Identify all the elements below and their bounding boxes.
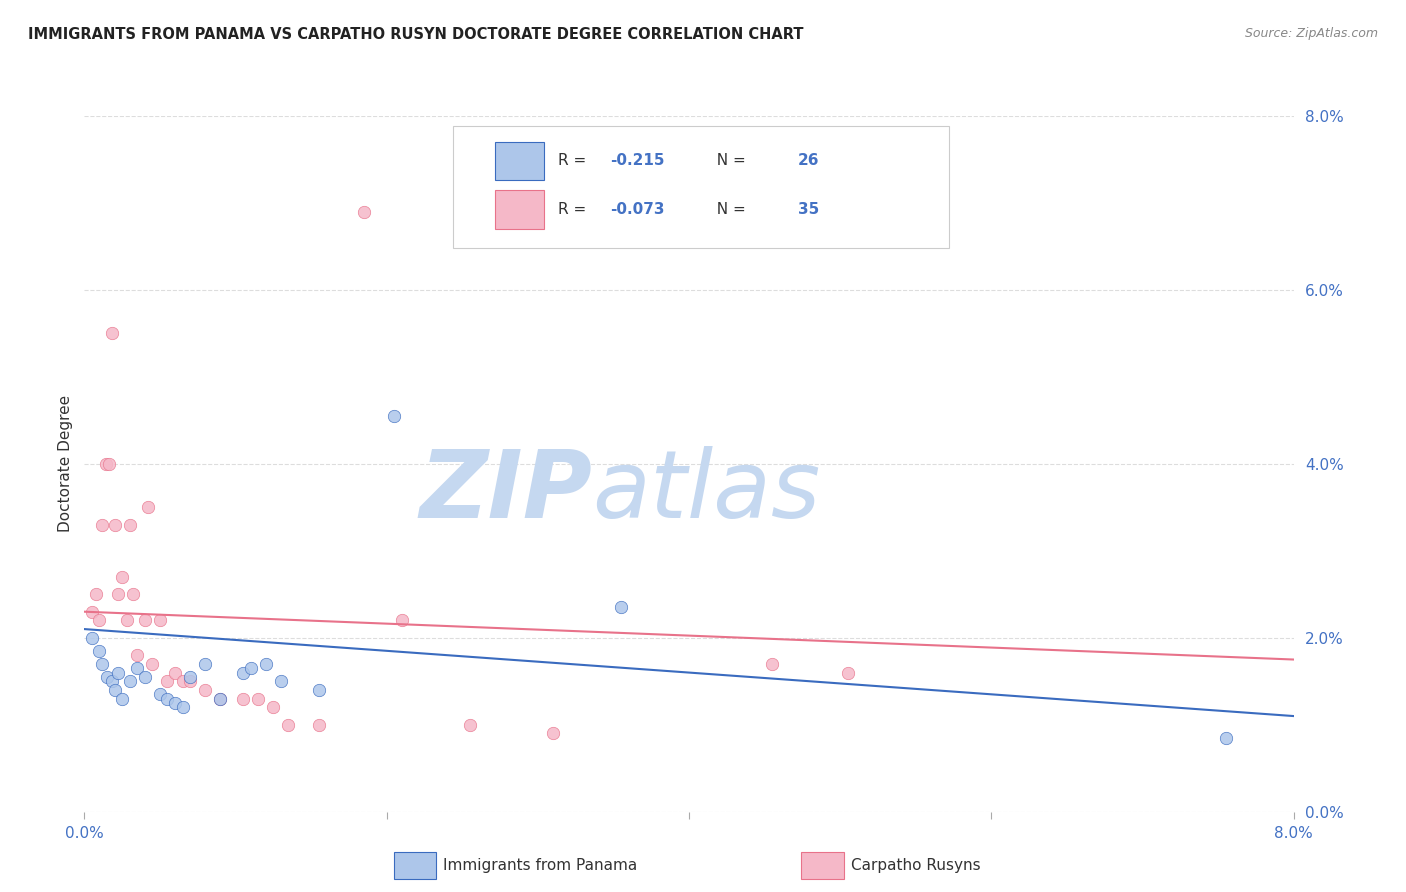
Point xyxy=(104,683,127,698)
Point xyxy=(209,691,232,706)
Point xyxy=(179,674,201,689)
Point xyxy=(541,726,564,740)
Point xyxy=(127,648,149,662)
Point xyxy=(156,691,179,706)
Point xyxy=(610,600,633,615)
Point xyxy=(247,691,270,706)
Point xyxy=(111,570,134,584)
Point xyxy=(86,587,108,601)
Point xyxy=(118,674,141,689)
Point xyxy=(254,657,277,671)
Text: -0.073: -0.073 xyxy=(610,202,665,217)
Point xyxy=(115,614,138,628)
Point xyxy=(1215,731,1237,745)
Point xyxy=(104,517,127,532)
Point xyxy=(134,670,156,684)
Point xyxy=(91,517,114,532)
Point xyxy=(353,204,375,219)
Point xyxy=(458,717,481,731)
Point xyxy=(100,326,122,341)
Point xyxy=(97,457,120,471)
Point xyxy=(209,691,232,706)
Point xyxy=(149,614,172,628)
FancyBboxPatch shape xyxy=(453,127,949,248)
FancyBboxPatch shape xyxy=(495,142,544,180)
Text: atlas: atlas xyxy=(592,446,821,537)
Point xyxy=(80,631,103,645)
Text: IMMIGRANTS FROM PANAMA VS CARPATHO RUSYN DOCTORATE DEGREE CORRELATION CHART: IMMIGRANTS FROM PANAMA VS CARPATHO RUSYN… xyxy=(28,27,804,42)
Point xyxy=(308,717,330,731)
Text: -0.215: -0.215 xyxy=(610,153,665,169)
Y-axis label: Doctorate Degree: Doctorate Degree xyxy=(58,395,73,533)
Point xyxy=(172,674,194,689)
Point xyxy=(134,614,156,628)
Point xyxy=(232,665,254,680)
Point xyxy=(179,670,201,684)
Text: N =: N = xyxy=(707,202,751,217)
Point xyxy=(136,500,159,515)
Point xyxy=(165,696,187,710)
Point xyxy=(149,687,172,701)
Point xyxy=(107,587,129,601)
Point xyxy=(96,670,118,684)
Point xyxy=(277,717,299,731)
Text: Immigrants from Panama: Immigrants from Panama xyxy=(443,858,637,872)
Point xyxy=(107,665,129,680)
Point xyxy=(232,691,254,706)
Text: Carpatho Rusyns: Carpatho Rusyns xyxy=(851,858,980,872)
Text: R =: R = xyxy=(558,153,592,169)
Point xyxy=(194,657,217,671)
Point xyxy=(111,691,134,706)
Point xyxy=(761,657,783,671)
Point xyxy=(80,605,103,619)
Point xyxy=(89,644,111,658)
Point xyxy=(94,457,117,471)
Point xyxy=(239,661,262,675)
Point xyxy=(391,614,413,628)
Text: N =: N = xyxy=(707,153,751,169)
Point xyxy=(121,587,143,601)
Text: 35: 35 xyxy=(797,202,820,217)
FancyBboxPatch shape xyxy=(495,190,544,228)
Point xyxy=(89,614,111,628)
Point xyxy=(100,674,122,689)
Point xyxy=(308,683,330,698)
Point xyxy=(141,657,163,671)
Text: R =: R = xyxy=(558,202,592,217)
Point xyxy=(270,674,292,689)
Point xyxy=(382,409,405,423)
Point xyxy=(837,665,859,680)
Point xyxy=(91,657,114,671)
Point xyxy=(127,661,149,675)
Text: Source: ZipAtlas.com: Source: ZipAtlas.com xyxy=(1244,27,1378,40)
Point xyxy=(262,700,284,714)
Point xyxy=(194,683,217,698)
Point xyxy=(118,517,141,532)
Point xyxy=(156,674,179,689)
Text: 26: 26 xyxy=(797,153,820,169)
Point xyxy=(172,700,194,714)
Point xyxy=(165,665,187,680)
Text: ZIP: ZIP xyxy=(419,446,592,538)
